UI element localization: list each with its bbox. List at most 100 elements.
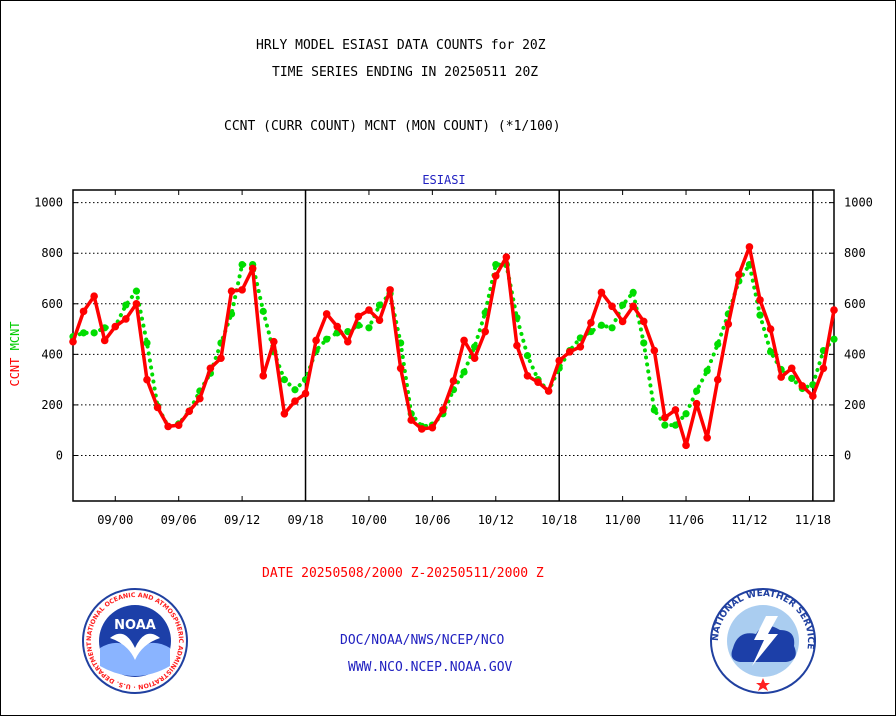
date-range: DATE 20250508/2000 Z-20250511/2000 Z (262, 566, 544, 581)
data-point-mcnt (788, 374, 796, 382)
data-point-ccnt (745, 243, 754, 251)
data-point-ccnt (449, 377, 458, 385)
chart-title: ESIASI (422, 173, 465, 187)
data-point-mcnt (523, 352, 532, 360)
x-tick-layer: 09/00 09/06 09/12 09/18 10/00 10/06 10/12 10/18… (97, 190, 831, 527)
data-point-ccnt (661, 413, 669, 422)
data-point-mcnt (661, 421, 669, 429)
data-point-ccnt (798, 382, 807, 390)
grid-layer (73, 202, 834, 456)
data-point-ccnt (724, 320, 733, 328)
data-point-mcnt (79, 329, 88, 337)
data-point-mcnt (766, 348, 775, 356)
x-tick-label: 11/12 (731, 513, 767, 527)
data-point-ccnt (143, 375, 151, 384)
data-point-mcnt (492, 260, 500, 269)
data-point-mcnt (122, 301, 130, 309)
data-point-ccnt (787, 364, 796, 373)
x-tick-label: 09/00 (97, 513, 133, 527)
data-point-ccnt (502, 253, 511, 261)
nws-logo: NATIONAL WEATHER SERVICE (710, 588, 816, 694)
data-point-ccnt (428, 423, 437, 432)
data-point-ccnt (597, 288, 606, 297)
data-point-mcnt (608, 324, 616, 332)
data-point-ccnt (153, 403, 162, 412)
data-point-mcnt (259, 307, 267, 315)
header-line-3: CCNT (CURR COUNT) MCNT (MON COUNT) (*1/1… (224, 119, 561, 134)
data-point-ccnt (354, 312, 363, 321)
data-point-ccnt (312, 336, 320, 345)
data-point-ccnt (766, 325, 775, 333)
website-link[interactable]: WWW.NCO.NCEP.NOAA.GOV (348, 660, 513, 675)
y-tick-label-left: 600 (41, 297, 63, 311)
data-point-mcnt (90, 329, 98, 337)
data-point-ccnt (735, 270, 743, 279)
series-layer (69, 243, 838, 450)
data-point-ccnt (671, 406, 680, 414)
data-point-ccnt (259, 372, 268, 380)
x-tick-label: 09/06 (161, 513, 197, 527)
data-point-ccnt (587, 318, 595, 327)
data-point-ccnt (280, 409, 289, 418)
data-point-mcnt (597, 321, 606, 329)
data-point-ccnt (830, 306, 838, 314)
day-divider-layer (304, 190, 814, 501)
data-point-ccnt (375, 316, 384, 325)
data-point-ccnt (682, 441, 690, 450)
x-tick-label: 11/06 (668, 513, 704, 527)
data-point-ccnt (481, 327, 490, 336)
data-point-mcnt (650, 406, 658, 414)
data-point-ccnt (608, 302, 616, 311)
data-point-ccnt (650, 346, 659, 355)
x-tick-label: 09/12 (224, 513, 260, 527)
y-tick-label-right: 1000 (844, 196, 873, 210)
data-point-ccnt (618, 317, 627, 326)
y-tick-label-right: 800 (844, 246, 866, 260)
data-point-ccnt (703, 433, 711, 442)
data-point-ccnt (777, 373, 785, 381)
data-point-ccnt (291, 397, 299, 405)
data-point-ccnt (196, 394, 204, 403)
data-point-mcnt (375, 301, 384, 309)
data-point-mcnt (280, 376, 288, 384)
data-point-mcnt (460, 368, 468, 376)
data-point-ccnt (122, 315, 130, 323)
data-point-ccnt (185, 407, 194, 416)
data-point-ccnt (544, 387, 553, 395)
data-point-ccnt (174, 421, 183, 429)
data-point-ccnt (491, 272, 500, 280)
data-point-ccnt (513, 341, 521, 350)
noaa-logo: NATIONAL OCEANIC AND ATMOSPHERIC ADMINIS… (80, 586, 188, 694)
data-point-ccnt (333, 322, 342, 331)
data-point-ccnt (386, 286, 394, 294)
org-path: DOC/NOAA/NWS/NCEP/NCO (340, 633, 505, 648)
y-tick-label-right: 0 (844, 448, 851, 462)
data-point-ccnt (270, 337, 278, 346)
data-point-ccnt (819, 364, 828, 373)
data-point-ccnt (639, 317, 648, 326)
data-point-mcnt (365, 324, 373, 332)
data-point-mcnt (692, 387, 701, 395)
y-tick-label-left: 400 (41, 347, 63, 361)
y-axis-label-part: CCNT (8, 358, 22, 387)
y-tick-label-left: 1000 (34, 196, 63, 210)
data-point-mcnt (323, 335, 331, 343)
data-point-ccnt (396, 364, 405, 373)
data-point-ccnt (407, 416, 416, 424)
y-axis-label-part: MCNT (8, 321, 22, 357)
data-point-ccnt (809, 392, 817, 400)
data-point-mcnt (640, 339, 648, 347)
data-point-mcnt (703, 367, 711, 375)
data-point-ccnt (206, 364, 215, 373)
data-point-mcnt (238, 260, 246, 269)
noaa-logo-text: NOAA (114, 618, 156, 633)
data-point-mcnt (132, 287, 141, 295)
data-point-ccnt (248, 264, 257, 273)
x-tick-label: 10/06 (414, 513, 450, 527)
data-point-ccnt (238, 286, 246, 294)
data-point-ccnt (692, 399, 701, 408)
header-line-2: TIME SERIES ENDING IN 20250511 20Z (272, 65, 539, 80)
data-point-ccnt (344, 337, 352, 346)
data-point-ccnt (460, 336, 468, 345)
data-point-ccnt (132, 299, 141, 308)
